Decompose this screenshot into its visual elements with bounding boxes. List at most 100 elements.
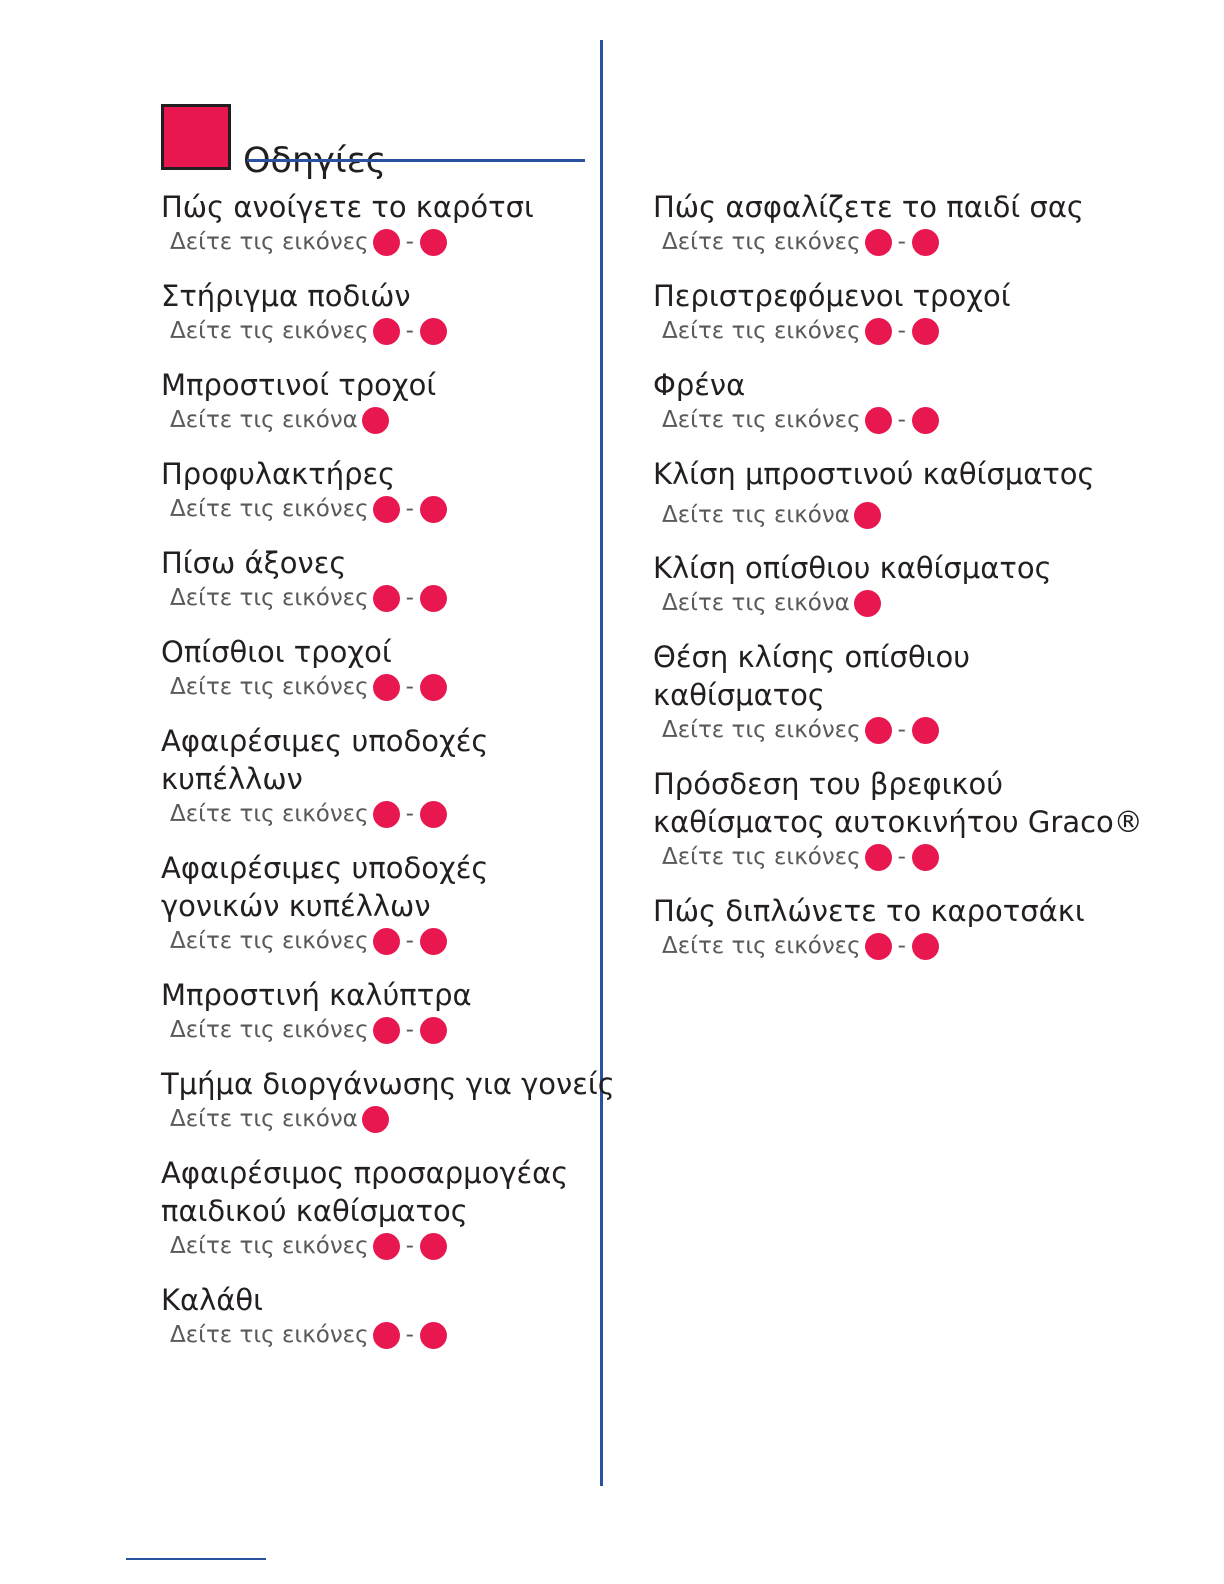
figure-reference-label: Δείτε τις εικόνες: [662, 933, 861, 959]
figure-reference: Δείτε τις εικόνα: [662, 499, 1183, 531]
instruction-item: Φρένα Δείτε τις εικόνες -: [653, 366, 1183, 436]
range-dash: -: [405, 585, 414, 611]
figure-number-dot: [372, 927, 400, 955]
figure-number-dot: [911, 406, 939, 434]
figure-reference: Δείτε τις εικόνα: [662, 587, 1183, 619]
figure-number-dot: [864, 406, 892, 434]
figure-number-dot: [419, 927, 447, 955]
instruction-title: καθίσματος: [653, 678, 825, 712]
instruction-item: Πώς διπλώνετε το καροτσάκι Δείτε τις εικό…: [653, 892, 1183, 962]
figure-reference-label: Δείτε τις εικόνα: [662, 590, 850, 616]
figure-reference-label: Δείτε τις εικόνα: [170, 1106, 358, 1132]
range-dash: -: [405, 318, 414, 344]
figure-number-dot: [372, 1321, 400, 1349]
instruction-item: Πρόσδεση του βρεφικού καθίσματος αυτοκινή…: [653, 765, 1183, 873]
range-dash: -: [405, 674, 414, 700]
figure-number-dot: [864, 317, 892, 345]
figure-reference-label: Δείτε τις εικόνες: [662, 407, 861, 433]
figure-number-dot: [372, 673, 400, 701]
figure-number-dot: [372, 228, 400, 256]
figure-reference-label: Δείτε τις εικόνες: [662, 717, 861, 743]
instruction-title: Αφαιρέσιμες υποδοχές: [161, 724, 489, 758]
figure-number-dot: [911, 716, 939, 744]
instruction-item: Πώς ασφαλίζετε το παιδί σας Δείτε τις εικ…: [653, 188, 1183, 258]
figure-reference: Δείτε τις εικόνες -: [662, 714, 1183, 746]
figure-number-dot: [372, 800, 400, 828]
instruction-title: Στήριγμα ποδιών: [161, 279, 411, 313]
instruction-item: Τμήμα διοργάνωσης για γονείς Δείτε τις ει…: [161, 1065, 615, 1135]
figure-number-dot: [419, 228, 447, 256]
instruction-item: Θέση κλίσης οπίσθιου καθίσματος Δείτε τις …: [653, 638, 1183, 746]
instruction-title: Πρόσδεση του βρεφικού: [653, 767, 1004, 801]
instruction-title: Πώς ασφαλίζετε το παιδί σας: [653, 190, 1084, 224]
figure-reference-label: Δείτε τις εικόνες: [170, 928, 369, 954]
figure-number-dot: [864, 228, 892, 256]
instruction-title: Προφυλακτήρες: [161, 457, 396, 491]
figure-number-dot: [361, 1105, 389, 1133]
range-dash: -: [897, 318, 906, 344]
instruction-title: Περιστρεφόμενοι τροχοί: [653, 279, 1011, 313]
title-underline: [247, 159, 585, 162]
instruction-title: Μπροστινή καλύπτρα: [161, 978, 472, 1012]
figure-number-dot: [911, 843, 939, 871]
instruction-title: Αφαιρέσιμος προσαρμογέας: [161, 1156, 569, 1190]
range-dash: -: [897, 933, 906, 959]
section-marker-square: [161, 104, 231, 170]
instruction-item: Κλίση οπίσθιου καθίσματος Δείτε τις εικόν…: [653, 549, 1183, 619]
range-dash: -: [405, 801, 414, 827]
instruction-item: Προφυλακτήρες Δείτε τις εικόνες -: [161, 455, 591, 525]
figure-number-dot: [419, 800, 447, 828]
instruction-item: Στήριγμα ποδιών Δείτε τις εικόνες -: [161, 277, 591, 347]
figure-reference: Δείτε τις εικόνες -: [662, 226, 1183, 258]
figure-number-dot: [853, 589, 881, 617]
figure-number-dot: [372, 1232, 400, 1260]
figure-reference-label: Δείτε τις εικόνες: [170, 1017, 369, 1043]
figure-reference: Δείτε τις εικόνες -: [170, 925, 591, 957]
range-dash: -: [897, 844, 906, 870]
instruction-item: Αφαιρέσιμες υποδοχές γονικών κυπέλλων Δείτ…: [161, 849, 591, 957]
instruction-item: Καλάθι Δείτε τις εικόνες -: [161, 1281, 591, 1351]
figure-reference-label: Δείτε τις εικόνες: [170, 229, 369, 255]
instruction-title: Θέση κλίσης οπίσθιου: [653, 640, 971, 674]
figure-number-dot: [864, 843, 892, 871]
instruction-item: Πώς ανοίγετε το καρότσι Δείτε τις εικόνες…: [161, 188, 591, 258]
figure-number-dot: [361, 406, 389, 434]
figure-number-dot: [419, 495, 447, 523]
range-dash: -: [405, 928, 414, 954]
figure-reference-label: Δείτε τις εικόνες: [662, 318, 861, 344]
figure-number-dot: [419, 584, 447, 612]
figure-number-dot: [372, 317, 400, 345]
range-dash: -: [897, 229, 906, 255]
figure-reference-label: Δείτε τις εικόνα: [662, 502, 850, 528]
instruction-item: Κλίση μπροστινού καθίσματος Δείτε τις εικ…: [653, 455, 1183, 531]
figure-reference: Δείτε τις εικόνες -: [170, 1319, 591, 1351]
figure-reference-label: Δείτε τις εικόνες: [170, 496, 369, 522]
figure-reference: Δείτε τις εικόνες -: [170, 671, 591, 703]
instruction-title: Οπίσθιοι τροχοί: [161, 635, 392, 669]
figure-number-dot: [419, 317, 447, 345]
range-dash: -: [897, 717, 906, 743]
instruction-title: Κλίση οπίσθιου καθίσματος: [653, 551, 1052, 585]
instruction-title: Καλάθι: [161, 1283, 263, 1317]
instruction-title: Φρένα: [653, 368, 746, 402]
figure-reference: Δείτε τις εικόνες -: [170, 315, 591, 347]
figure-reference-label: Δείτε τις εικόνες: [170, 674, 369, 700]
instruction-title: Πίσω άξονες: [161, 546, 347, 580]
figure-reference: Δείτε τις εικόνες -: [662, 315, 1183, 347]
range-dash: -: [405, 229, 414, 255]
range-dash: -: [897, 407, 906, 433]
figure-reference: Δείτε τις εικόνα: [170, 1103, 591, 1135]
figure-reference: Δείτε τις εικόνα: [170, 404, 591, 436]
range-dash: -: [405, 1017, 414, 1043]
instruction-item: Μπροστινοί τροχοί Δείτε τις εικόνα: [161, 366, 591, 436]
range-dash: -: [405, 1233, 414, 1259]
figure-number-dot: [372, 1016, 400, 1044]
figure-number-dot: [372, 584, 400, 612]
figure-number-dot: [911, 317, 939, 345]
figure-reference: Δείτε τις εικόνες -: [170, 1014, 591, 1046]
instruction-item: Αφαιρέσιμες υποδοχές κυπέλλων Δείτε τις ει…: [161, 722, 591, 830]
section-header: Οδηγίες: [161, 104, 585, 181]
figure-reference-label: Δείτε τις εικόνες: [662, 229, 861, 255]
figure-reference: Δείτε τις εικόνες -: [662, 930, 1183, 962]
figure-reference: Δείτε τις εικόνες -: [662, 841, 1183, 873]
